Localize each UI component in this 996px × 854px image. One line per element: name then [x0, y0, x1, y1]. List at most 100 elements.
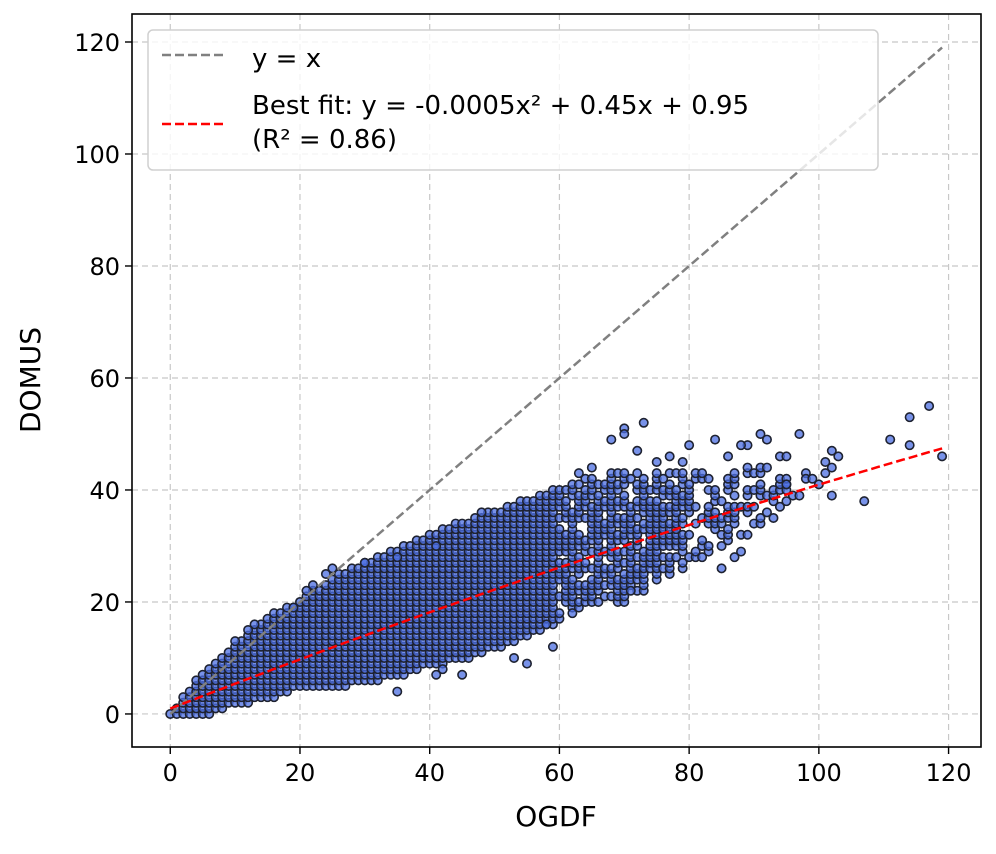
- y-tick-label: 40: [89, 477, 120, 505]
- y-tick-label: 100: [74, 141, 120, 169]
- scatter-point: [619, 428, 630, 439]
- scatter-point: [703, 473, 714, 484]
- scatter-point: [859, 496, 870, 507]
- scatter-point: [593, 490, 604, 501]
- scatter-point: [755, 479, 766, 490]
- scatter-point: [761, 434, 772, 445]
- scatter-point: [651, 456, 662, 467]
- scatter-point: [664, 479, 675, 490]
- scatter-point: [716, 540, 727, 551]
- scatter-point: [638, 417, 649, 428]
- scatter-point: [729, 468, 740, 479]
- scatter-point: [736, 546, 747, 557]
- scatter-point: [723, 524, 734, 535]
- x-tick-label: 20: [285, 759, 316, 787]
- scatter-point: [904, 440, 915, 451]
- best-fit-line: [169, 447, 943, 710]
- scatter-point: [684, 529, 695, 540]
- legend-fit-label-line2: (R² = 0.86): [252, 125, 397, 155]
- scatter-point: [554, 608, 565, 619]
- scatter-point: [359, 557, 370, 568]
- scatter-point: [301, 585, 312, 596]
- scatter-point: [677, 468, 688, 479]
- scatter-point: [573, 529, 584, 540]
- scatter-point: [723, 451, 734, 462]
- scatter-point: [320, 568, 331, 579]
- scatter-point: [521, 658, 532, 669]
- legend-box: [147, 29, 879, 171]
- scatter-point: [690, 501, 701, 512]
- scatter-point: [826, 490, 837, 501]
- x-tick-label: 80: [674, 759, 705, 787]
- scatter-point: [781, 451, 792, 462]
- scatter-point: [457, 669, 468, 680]
- scatter-point: [476, 507, 487, 518]
- scatter-point: [651, 468, 662, 479]
- scatter-point: [658, 473, 669, 484]
- scatter-point: [243, 624, 254, 635]
- scatter-point: [677, 557, 688, 568]
- scatter-point: [632, 468, 643, 479]
- scatter-point: [437, 664, 448, 675]
- scatter-point: [807, 473, 818, 484]
- legend-fit-label-line1: Best fit: y = -0.0005x² + 0.45x + 0.95: [252, 91, 749, 121]
- scatter-point: [632, 445, 643, 456]
- scatter-point: [703, 540, 714, 551]
- scatter-point: [392, 552, 403, 563]
- scatter-point: [547, 641, 558, 652]
- scatter-point: [794, 490, 805, 501]
- scatter-point: [885, 434, 896, 445]
- scatter-point: [826, 445, 837, 456]
- scatter-point: [937, 451, 948, 462]
- scatter-point: [729, 490, 740, 501]
- scatter-point: [736, 440, 747, 451]
- plot-frame: [131, 13, 982, 748]
- scatter-point: [664, 451, 675, 462]
- scatter-point: [606, 434, 617, 445]
- scatter-point: [904, 412, 915, 423]
- x-axis-label: OGDF: [515, 800, 596, 833]
- scatter-point: [833, 451, 844, 462]
- scatter-point: [742, 462, 753, 473]
- scatter-point: [755, 512, 766, 523]
- scatter-point: [431, 540, 442, 551]
- scatter-point: [697, 552, 708, 563]
- scatter-point: [742, 529, 753, 540]
- scatter-point: [716, 496, 727, 507]
- scatter-point: [509, 652, 520, 663]
- scatter-point: [619, 468, 630, 479]
- scatter-point: [567, 574, 578, 585]
- scatter-point: [697, 535, 708, 546]
- scatter-point: [249, 619, 260, 630]
- scatter-point: [729, 552, 740, 563]
- scatter-point: [632, 512, 643, 523]
- scatter-point: [820, 456, 831, 467]
- scatter-point: [716, 563, 727, 574]
- scatter-point: [794, 428, 805, 439]
- scatter-point: [677, 512, 688, 523]
- scatter-point: [781, 479, 792, 490]
- x-tick-label: 0: [163, 759, 178, 787]
- scatter-point: [573, 479, 584, 490]
- scatter-point: [774, 501, 785, 512]
- data-points: [165, 400, 948, 719]
- scatter-point: [761, 462, 772, 473]
- scatter-point: [586, 462, 597, 473]
- x-tick-label: 120: [926, 759, 972, 787]
- y-tick-label: 0: [105, 701, 120, 729]
- scatter-point: [541, 619, 552, 630]
- y-tick-label: 20: [89, 589, 120, 617]
- scatter-point: [671, 484, 682, 495]
- scatter-point: [586, 473, 597, 484]
- scatter-point: [625, 473, 636, 484]
- scatter-point: [560, 496, 571, 507]
- scatter-point: [554, 524, 565, 535]
- scatter-point: [697, 468, 708, 479]
- scatter-point: [619, 490, 630, 501]
- x-tick-label: 40: [414, 759, 445, 787]
- scatter-point: [761, 507, 772, 518]
- legend: y = x Best fit: y = -0.0005x² + 0.45x + …: [147, 29, 879, 171]
- scatter-point: [710, 434, 721, 445]
- scatter-point: [703, 501, 714, 512]
- scatter-point: [431, 669, 442, 680]
